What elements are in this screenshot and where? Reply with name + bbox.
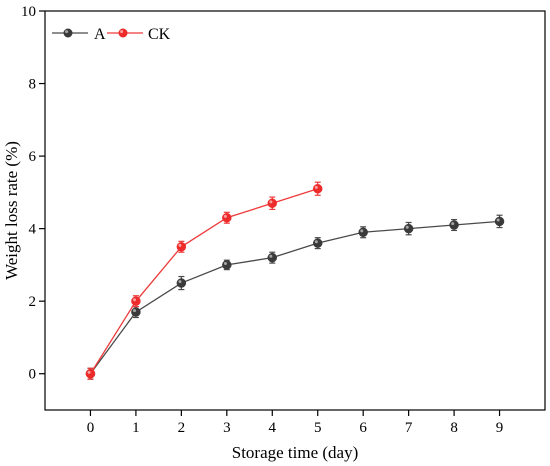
x-tick-label: 6 — [359, 420, 367, 436]
x-tick-label: 4 — [269, 420, 277, 436]
x-tick-label: 3 — [223, 420, 231, 436]
x-axis-title: Storage time (day) — [232, 443, 359, 462]
data-point — [222, 260, 232, 270]
legend-label: A — [94, 26, 106, 43]
point-highlight — [314, 240, 318, 244]
point-highlight — [269, 200, 273, 204]
axes: 0 1 2 3 4 5 6 7 8 9 0 2 4 6 8 10 — [21, 4, 546, 436]
point-highlight — [178, 280, 182, 284]
data-point — [85, 368, 96, 379]
point-highlight — [133, 309, 137, 313]
legend-marker-highlight — [65, 30, 69, 34]
y-axis-title: Weight loss rate (%) — [2, 141, 21, 280]
point-highlight — [223, 262, 227, 266]
x-tick-label: 8 — [450, 420, 458, 436]
data-point — [403, 223, 414, 234]
legend: A CK — [52, 26, 171, 43]
legend-item: A — [52, 26, 106, 43]
point-highlight — [178, 243, 182, 247]
y-tick-label: 10 — [21, 4, 36, 20]
point-highlight — [496, 218, 500, 222]
series-line — [89, 188, 318, 375]
data-point — [176, 242, 187, 252]
data-point — [176, 278, 187, 288]
data-point — [312, 238, 323, 248]
point-highlight — [451, 222, 455, 226]
legend-item: CK — [107, 26, 171, 43]
series-CK — [85, 181, 323, 380]
data-point — [267, 198, 278, 208]
plot-frame — [44, 10, 546, 411]
point-highlight — [314, 185, 318, 189]
x-tick-label: 2 — [178, 420, 186, 436]
legend-label: CK — [148, 26, 171, 43]
x-tick-label: 5 — [314, 420, 322, 436]
data-point — [131, 296, 141, 306]
series-line — [89, 220, 500, 375]
legend-marker — [118, 28, 128, 38]
y-tick-label: 0 — [29, 367, 37, 383]
point-highlight — [405, 225, 409, 229]
x-tick-label: 9 — [496, 420, 504, 436]
legend-marker-highlight — [120, 30, 124, 34]
x-tick-label: 7 — [405, 420, 413, 436]
data-point — [312, 183, 323, 194]
x-tick-label: 0 — [87, 420, 95, 436]
x-tick-label: 1 — [132, 420, 140, 436]
series-layer — [85, 181, 505, 380]
point-highlight — [360, 229, 364, 233]
y-tick-label: 2 — [29, 294, 37, 310]
data-point — [222, 213, 232, 223]
point-highlight — [87, 370, 91, 374]
data-point — [358, 227, 368, 238]
point-highlight — [269, 254, 273, 258]
y-tick-label: 8 — [29, 77, 37, 93]
y-tick-label: 4 — [29, 222, 37, 238]
data-point — [449, 220, 459, 230]
series-A — [85, 214, 505, 380]
data-point — [267, 252, 278, 263]
point-highlight — [223, 214, 227, 218]
data-point — [131, 307, 141, 317]
data-point — [494, 216, 505, 227]
point-highlight — [133, 298, 137, 302]
legend-marker — [63, 28, 73, 38]
y-tick-label: 6 — [29, 149, 37, 165]
